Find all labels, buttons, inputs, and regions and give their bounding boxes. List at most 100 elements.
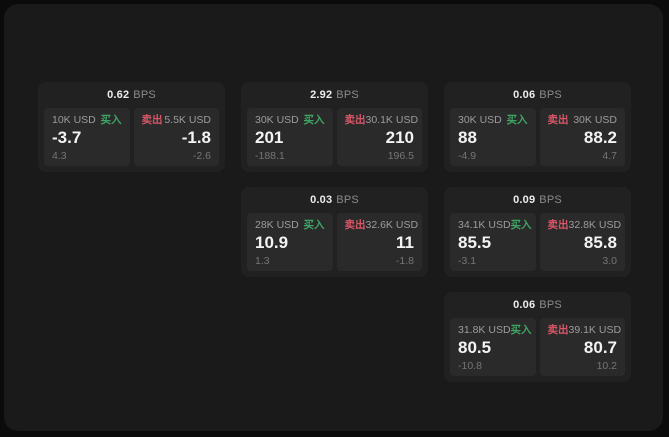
bps-unit-label: BPS (539, 194, 562, 206)
buy-price: 88 (458, 128, 477, 147)
buy-delta: 1.3 (255, 255, 270, 267)
bps-value: 0.06 (513, 89, 536, 101)
bps-value: 0.03 (310, 194, 333, 206)
quote-card-grid: 0.62 BPS 10K USD 买入 -3.7 4.3 卖出 5.5K USD… (38, 82, 631, 382)
sell-notional-amount: 32.6K USD (365, 219, 419, 231)
sell-panel-header: 卖出 39.1K USD (547, 324, 622, 337)
buy-quote-panel[interactable]: 34.1K USD 买入 85.5 -3.1 (450, 213, 536, 271)
buy-side-label: 买入 (510, 324, 532, 336)
quote-card: 0.03 BPS 28K USD 买入 10.9 1.3 卖出 32.6K US… (241, 187, 428, 277)
sell-notional-amount: 32.8K USD (568, 219, 622, 231)
buy-quote-panel[interactable]: 10K USD 买入 -3.7 4.3 (44, 108, 130, 166)
buy-panel-header: 31.8K USD 买入 (458, 324, 532, 337)
sell-notional-amount: 30.1K USD (365, 114, 419, 126)
sell-quote-panel[interactable]: 卖出 39.1K USD 80.7 10.2 (539, 318, 625, 376)
sell-notional-amount: 39.1K USD (568, 324, 622, 336)
sell-panel-header: 卖出 32.6K USD (344, 219, 419, 232)
buy-panel-header: 30K USD 买入 (458, 114, 528, 127)
bps-header: 0.09 BPS (444, 187, 631, 213)
quote-card: 0.06 BPS 30K USD 买入 88 -4.9 卖出 30K USD 8… (444, 82, 631, 172)
buy-panel-header: 10K USD 买入 (52, 114, 122, 127)
quote-card: 2.92 BPS 30K USD 买入 201 -188.1 卖出 30.1K … (241, 82, 428, 172)
buy-panel-header: 28K USD 买入 (255, 219, 325, 232)
sell-side-label: 卖出 (141, 114, 163, 126)
bps-value: 0.09 (513, 194, 536, 206)
sell-quote-panel[interactable]: 卖出 30.1K USD 210 196.5 (336, 108, 422, 166)
bps-value: 2.92 (310, 89, 333, 101)
buy-notional-amount: 34.1K USD (458, 219, 511, 231)
sell-side-label: 卖出 (547, 114, 569, 126)
buy-side-label: 买入 (303, 114, 325, 126)
bps-unit-label: BPS (539, 299, 562, 311)
buy-price: 85.5 (458, 233, 492, 252)
bps-value: 0.62 (107, 89, 130, 101)
sell-quote-panel[interactable]: 卖出 32.6K USD 11 -1.8 (336, 213, 422, 271)
sell-notional-amount: 30K USD (573, 114, 617, 126)
buy-panel-header: 30K USD 买入 (255, 114, 325, 127)
buy-notional-amount: 30K USD (458, 114, 502, 126)
bps-header: 0.06 BPS (444, 292, 631, 318)
sell-delta: -1.8 (395, 255, 414, 267)
sell-panel-header: 卖出 30.1K USD (344, 114, 419, 127)
buy-side-label: 买入 (303, 219, 325, 231)
bps-unit-label: BPS (539, 89, 562, 101)
bps-header: 2.92 BPS (241, 82, 428, 108)
sell-notional-amount: 5.5K USD (164, 114, 211, 126)
buy-delta: -188.1 (255, 150, 285, 162)
sell-panel-header: 卖出 32.8K USD (547, 219, 622, 232)
bps-header: 0.03 BPS (241, 187, 428, 213)
quote-panels: 30K USD 买入 201 -188.1 卖出 30.1K USD 210 1… (247, 108, 422, 166)
sell-price: -1.8 (181, 128, 211, 147)
bps-unit-label: BPS (336, 194, 359, 206)
sell-delta: 4.7 (602, 150, 617, 162)
buy-side-label: 买入 (510, 219, 532, 231)
sell-delta: -2.6 (192, 150, 211, 162)
quote-panels: 30K USD 买入 88 -4.9 卖出 30K USD 88.2 4.7 (450, 108, 625, 166)
buy-price: -3.7 (52, 128, 82, 147)
bps-header: 0.06 BPS (444, 82, 631, 108)
buy-delta: 4.3 (52, 150, 67, 162)
bps-unit-label: BPS (336, 89, 359, 101)
sell-price: 85.8 (583, 233, 617, 252)
quote-panels: 28K USD 买入 10.9 1.3 卖出 32.6K USD 11 -1.8 (247, 213, 422, 271)
buy-delta: -10.8 (458, 360, 482, 372)
quote-card: 0.09 BPS 34.1K USD 买入 85.5 -3.1 卖出 32.8K… (444, 187, 631, 277)
buy-delta: -4.9 (458, 150, 477, 162)
sell-price: 88.2 (583, 128, 617, 147)
quote-panels: 10K USD 买入 -3.7 4.3 卖出 5.5K USD -1.8 -2.… (44, 108, 219, 166)
buy-quote-panel[interactable]: 30K USD 买入 201 -188.1 (247, 108, 333, 166)
quote-board-surface: 0.62 BPS 10K USD 买入 -3.7 4.3 卖出 5.5K USD… (4, 4, 663, 431)
bps-unit-label: BPS (133, 89, 156, 101)
sell-side-label: 卖出 (344, 114, 366, 126)
buy-panel-header: 34.1K USD 买入 (458, 219, 532, 232)
buy-side-label: 买入 (100, 114, 122, 126)
sell-side-label: 卖出 (547, 324, 569, 336)
bps-header: 0.62 BPS (38, 82, 225, 108)
sell-price: 210 (385, 128, 414, 147)
buy-quote-panel[interactable]: 30K USD 买入 88 -4.9 (450, 108, 536, 166)
quote-panels: 31.8K USD 买入 80.5 -10.8 卖出 39.1K USD 80.… (450, 318, 625, 376)
buy-price: 80.5 (458, 338, 492, 357)
buy-price: 201 (255, 128, 284, 147)
sell-quote-panel[interactable]: 卖出 30K USD 88.2 4.7 (539, 108, 625, 166)
buy-delta: -3.1 (458, 255, 477, 267)
sell-side-label: 卖出 (344, 219, 366, 231)
sell-quote-panel[interactable]: 卖出 5.5K USD -1.8 -2.6 (133, 108, 219, 166)
buy-notional-amount: 30K USD (255, 114, 299, 126)
sell-quote-panel[interactable]: 卖出 32.8K USD 85.8 3.0 (539, 213, 625, 271)
buy-price: 10.9 (255, 233, 289, 252)
buy-notional-amount: 28K USD (255, 219, 299, 231)
buy-side-label: 买入 (506, 114, 528, 126)
bps-value: 0.06 (513, 299, 536, 311)
sell-side-label: 卖出 (547, 219, 569, 231)
quote-card: 0.06 BPS 31.8K USD 买入 80.5 -10.8 卖出 39.1… (444, 292, 631, 382)
sell-panel-header: 卖出 30K USD (548, 114, 618, 127)
quote-card: 0.62 BPS 10K USD 买入 -3.7 4.3 卖出 5.5K USD… (38, 82, 225, 172)
buy-notional-amount: 31.8K USD (458, 324, 511, 336)
sell-panel-header: 卖出 5.5K USD (142, 114, 212, 127)
sell-price: 80.7 (583, 338, 617, 357)
buy-quote-panel[interactable]: 28K USD 买入 10.9 1.3 (247, 213, 333, 271)
quote-panels: 34.1K USD 买入 85.5 -3.1 卖出 32.8K USD 85.8… (450, 213, 625, 271)
sell-delta: 196.5 (387, 150, 414, 162)
buy-quote-panel[interactable]: 31.8K USD 买入 80.5 -10.8 (450, 318, 536, 376)
